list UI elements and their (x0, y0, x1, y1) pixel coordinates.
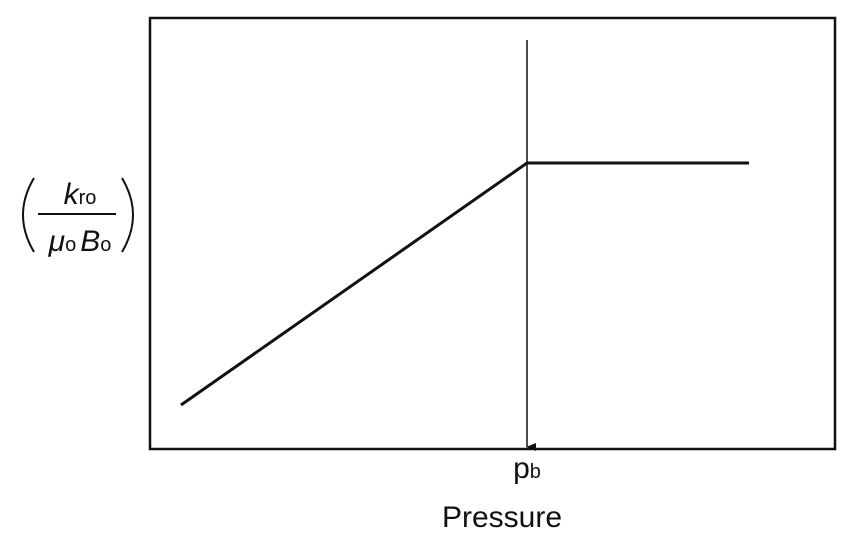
left-paren (22, 177, 35, 253)
subscript: o (65, 234, 76, 256)
plot-frame (148, 16, 837, 451)
symbol: μ (48, 225, 65, 258)
symbol: B (80, 225, 100, 258)
symbol: k (64, 178, 81, 211)
curve (180, 161, 749, 407)
x-axis-label: Pressure (442, 501, 562, 534)
right-paren (121, 177, 134, 253)
subscript: ro (79, 187, 97, 209)
subscript: o (100, 234, 111, 256)
x-marker-label: pb (513, 452, 541, 485)
subscript: b (530, 461, 541, 483)
denominator: μo Bo (48, 225, 112, 258)
y-axis-label: kro μo Bo (22, 177, 134, 258)
numerator: kro (64, 178, 97, 211)
symbol: p (513, 452, 530, 485)
